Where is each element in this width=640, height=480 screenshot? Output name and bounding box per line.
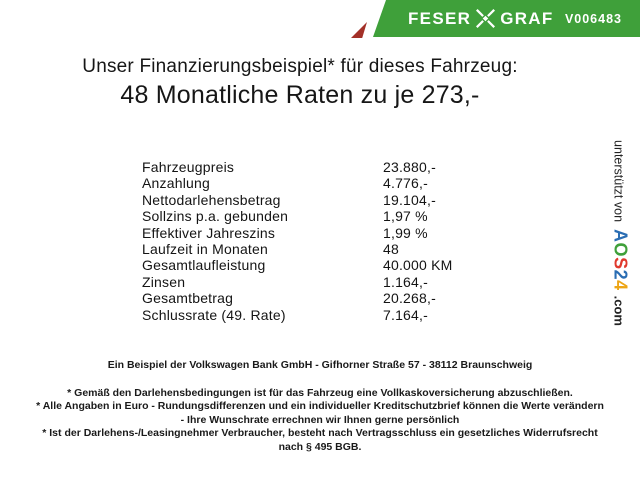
bank-address-line: Ein Beispiel der Volkswagen Bank GmbH - … [107, 359, 533, 371]
finance-table-row: Effektiver Jahreszins 1,99 % [142, 225, 453, 241]
supported-by-label: unterstützt von [611, 140, 626, 223]
finance-table-row: Anzahlung 4.776,- [142, 175, 453, 191]
finance-row-label: Anzahlung [142, 175, 210, 192]
disclaimer-line: * Gemäß den Darlehensbedingungen ist für… [67, 387, 573, 399]
finance-table-row: Zinsen 1.164,- [142, 274, 453, 290]
finance-table-row: Nettodarlehensbetrag 19.104,- [142, 192, 453, 208]
title-line2: 48 Monatliche Raten zu je 273,- [120, 81, 480, 109]
disclaimer-line: nach § 495 BGB. [278, 440, 362, 453]
finance-row-label: Sollzins p.a. gebunden [142, 208, 289, 225]
title-block: Unser Finanzierungsbeispiel* für dieses … [0, 56, 600, 110]
finance-row-value: 1,97 % [383, 208, 428, 225]
brand-logo: FESER GRAF [408, 9, 554, 29]
title-line1: Unser Finanzierungsbeispiel* für dieses … [82, 56, 518, 77]
finance-row-value: 20.268,- [383, 290, 436, 307]
finance-table-row: Fahrzeugpreis 23.880,- [142, 159, 453, 175]
finance-row-label: Fahrzeugpreis [142, 159, 235, 175]
finance-table-row: Laufzeit in Monaten 48 [142, 241, 453, 257]
disclaimer-line: * Ist der Darlehens-/Leasingnehmer Verbr… [42, 427, 598, 440]
finance-row-label: Gesamtbetrag [142, 290, 234, 307]
finance-row-value: 7.164,- [383, 306, 428, 323]
finance-table-row: Sollzins p.a. gebunden 1,97 % [142, 208, 453, 224]
brand-accent-triangle [351, 22, 367, 38]
finance-table-row: Schlussrate (49. Rate) 7.164,- [142, 307, 453, 323]
aos24-logo-letter: O [610, 242, 631, 258]
finance-table-row: Gesamtlaufleistung 40.000 KM [142, 257, 453, 273]
finance-row-label: Gesamtlaufleistung [142, 257, 266, 274]
brand-name-right: GRAF [500, 8, 554, 28]
finance-table: Fahrzeugpreis 23.880,- Anzahlung 4.776,- Net… [142, 159, 453, 323]
finance-row-value: 4.776,- [383, 175, 428, 192]
finance-row-label: Nettodarlehensbetrag [142, 191, 281, 208]
finance-row-value: 19.104,- [383, 191, 436, 208]
finance-row-label: Zinsen [142, 273, 186, 290]
sidebar-credit: unterstützt von AOS24 .com [610, 140, 631, 326]
disclaimer-line: * Alle Angaben in Euro - Rundungsdiffere… [36, 400, 604, 413]
finance-row-label: Schlussrate (49. Rate) [142, 306, 286, 323]
finance-row-value: 1,99 % [383, 224, 428, 241]
aos24-logo-letter: S [610, 257, 631, 270]
finance-row-label: Laufzeit in Monaten [142, 241, 268, 258]
finance-row-value: 23.880,- [383, 159, 436, 175]
finance-row-label: Effektiver Jahreszins [142, 224, 276, 241]
aos24-logo-suffix: .com [611, 295, 627, 326]
footer-block: Ein Beispiel der Volkswagen Bank GmbH - … [0, 359, 640, 454]
disclaimer-block: * Gemäß den Darlehensbedingungen ist für… [0, 387, 640, 454]
brand-name-left: FESER [408, 8, 472, 28]
vehicle-id: V006483 [564, 11, 622, 26]
finance-row-value: 1.164,- [383, 273, 428, 290]
finance-row-value: 48 [383, 241, 399, 258]
finance-table-row: Gesamtbetrag 20.268,- [142, 290, 453, 306]
finance-row-value: 40.000 KM [383, 257, 453, 274]
clover-x-icon [476, 9, 496, 28]
aos24-logo: AOS24 [610, 229, 631, 291]
disclaimer-line: - Ihre Wunschrate errechnen wir Ihnen ge… [180, 413, 460, 426]
aos24-logo-letter: 2 [610, 269, 631, 281]
header-bar: FESER GRAF V006483 [373, 0, 640, 37]
aos24-logo-letter: A [610, 229, 631, 243]
aos24-logo-letter: 4 [610, 280, 631, 291]
